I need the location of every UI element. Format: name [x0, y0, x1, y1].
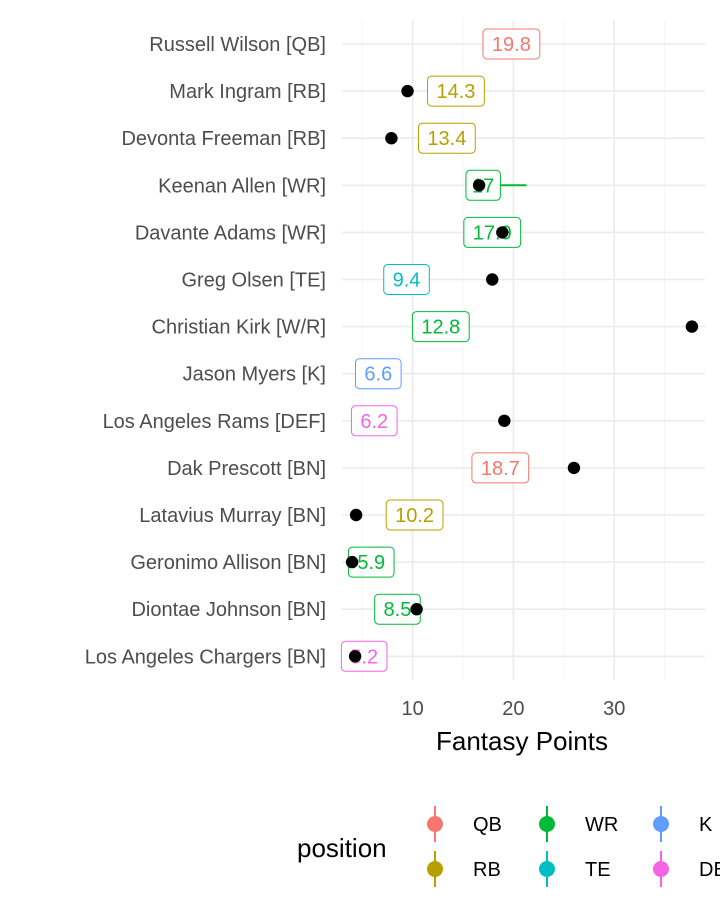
projection-label: 17.9	[463, 216, 522, 248]
x-tick-label: 10	[401, 698, 423, 720]
projection-label: 14.3	[427, 75, 485, 107]
x-axis-title: Fantasy Points	[436, 726, 608, 756]
projection-labels: 19.814.313.41717.99.412.86.66.218.710.25…	[340, 28, 541, 672]
projection-value: 9.4	[393, 270, 421, 292]
projection-label: 9.4	[383, 264, 430, 295]
actual-point	[348, 650, 362, 663]
projection-box	[355, 358, 402, 390]
projection-box	[482, 28, 541, 60]
legend-key-point	[653, 861, 669, 877]
projection-label: 13.4	[417, 122, 476, 154]
legend-entry: WR	[539, 806, 618, 842]
actual-point	[567, 461, 581, 475]
projection-box	[427, 75, 485, 107]
legend-label: TE	[585, 859, 611, 881]
grid-lines	[342, 20, 705, 680]
legend-key-point	[539, 816, 555, 832]
x-tick-label: 20	[502, 698, 524, 720]
legend-key-point	[427, 816, 443, 832]
legend-label: DEF	[699, 859, 720, 881]
projection-box	[385, 499, 444, 531]
projection-label: 10.2	[385, 499, 444, 531]
actual-points	[345, 84, 699, 663]
legend-key-point	[539, 861, 555, 877]
legend-label: RB	[473, 859, 501, 881]
actual-point	[401, 84, 414, 98]
projection-label: 5.2	[340, 640, 388, 672]
projection-value: 8.5	[384, 599, 412, 621]
actual-point	[385, 132, 398, 145]
actual-point	[496, 226, 509, 239]
projection-label: 18.7	[471, 452, 530, 484]
x-axis-ticks: 10 20 30	[401, 698, 625, 720]
projection-box	[417, 122, 476, 154]
player-label: Dak Prescott [BN]	[167, 458, 326, 480]
x-tick-label: 30	[603, 698, 625, 720]
player-label: Russell Wilson [QB]	[149, 34, 326, 56]
projection-box	[411, 311, 470, 343]
player-label: Keenan Allen [WR]	[158, 175, 326, 197]
projection-value: 13.4	[427, 128, 466, 150]
legend-entry: QB	[427, 806, 502, 842]
actual-point	[685, 320, 699, 333]
legend-entry: DEF	[653, 851, 720, 887]
player-label: Mark Ingram [RB]	[169, 81, 326, 103]
legend-key-point	[653, 816, 669, 832]
projection-value: 5.9	[357, 552, 385, 574]
projection-label: 8.5	[374, 593, 421, 625]
projection-value: 19.8	[492, 34, 531, 56]
actual-point	[486, 273, 499, 286]
projection-value: 10.2	[395, 505, 434, 527]
player-label: Davante Adams [WR]	[135, 222, 326, 244]
projection-label: 6.6	[355, 358, 402, 390]
projection-label: 6.2	[350, 405, 398, 437]
projection-box	[471, 452, 530, 484]
legend-label: WR	[585, 814, 618, 836]
legend-label: QB	[473, 814, 502, 836]
legend-label: K	[699, 814, 713, 836]
legend-entry: TE	[539, 851, 611, 887]
player-labels: Russell Wilson [QB] Mark Ingram [RB] Devon…	[85, 34, 326, 668]
player-label: Greg Olsen [TE]	[182, 270, 327, 292]
legend-entry: RB	[427, 851, 501, 887]
actual-point	[410, 603, 423, 616]
projection-value: 18.7	[481, 458, 520, 480]
legend-entry: K	[653, 806, 713, 842]
projection-label: 19.8	[482, 28, 541, 60]
player-label: Latavius Murray [BN]	[139, 505, 326, 527]
projection-value: 12.8	[421, 317, 460, 339]
player-label: Devonta Freeman [RB]	[121, 128, 326, 150]
player-label: Los Angeles Chargers [BN]	[85, 646, 326, 668]
player-label: Geronimo Allison [BN]	[130, 552, 326, 574]
actual-point	[498, 414, 511, 427]
actual-point	[349, 508, 363, 522]
projection-box	[463, 216, 522, 248]
legend-title: position	[297, 833, 387, 863]
player-label: Diontae Johnson [BN]	[131, 599, 326, 621]
player-label: Christian Kirk [W/R]	[152, 317, 326, 339]
player-label: Los Angeles Rams [DEF]	[103, 411, 326, 433]
projection-value: 14.3	[436, 81, 475, 103]
legend-key-point	[427, 861, 443, 877]
projection-value: 6.6	[364, 364, 392, 386]
player-label: Jason Myers [K]	[183, 364, 326, 386]
projection-value: 6.2	[360, 411, 388, 433]
projection-box	[340, 640, 388, 672]
legend: QB RB WR TE K DEF	[427, 806, 720, 887]
actual-point	[345, 555, 359, 569]
projection-label: 12.8	[411, 311, 470, 343]
actual-point	[472, 179, 486, 192]
projection-box	[350, 405, 398, 437]
projection-box	[383, 264, 430, 295]
